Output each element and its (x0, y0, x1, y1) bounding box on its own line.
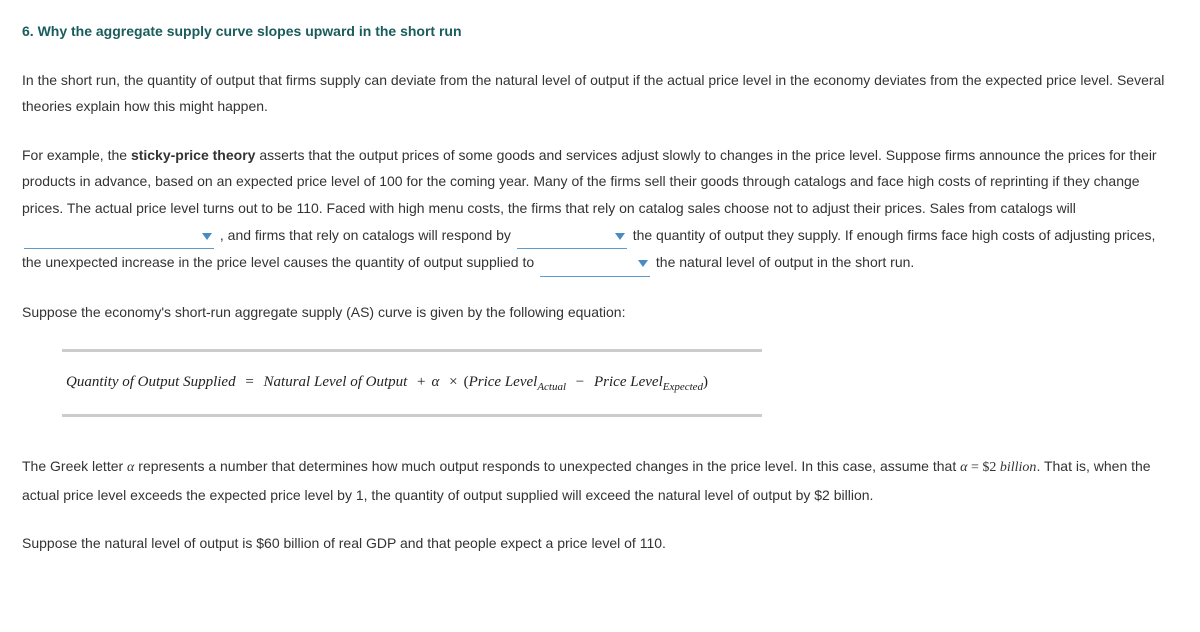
eq-sub-expected: Expected (663, 381, 703, 393)
dropdown-output-vs-natural[interactable] (540, 249, 650, 277)
eq-plus: + (411, 374, 431, 390)
eq-times: × (443, 374, 463, 390)
chevron-down-icon (615, 233, 625, 240)
dropdown-respond-by[interactable] (517, 222, 627, 250)
alpha-value: $2 (982, 460, 1000, 475)
eq-lhs: Quantity of Output Supplied (66, 374, 236, 390)
theory-name-bold: sticky-price theory (131, 147, 256, 163)
eq-natural: Natural Level of Output (264, 374, 408, 390)
eq-rparen: ) (703, 374, 708, 390)
text-segment: represents a number that determines how … (134, 458, 960, 474)
text-segment: the natural level of output in the short… (652, 254, 914, 270)
intro-paragraph: In the short run, the quantity of output… (22, 67, 1178, 120)
text-segment: The Greek letter (22, 458, 127, 474)
chevron-down-icon (638, 260, 648, 267)
equation-block: Quantity of Output Supplied = Natural Le… (62, 349, 762, 417)
text-segment: , and firms that rely on catalogs will r… (216, 227, 515, 243)
sras-equation: Quantity of Output Supplied = Natural Le… (62, 352, 762, 414)
question-title: 6. Why the aggregate supply curve slopes… (22, 18, 1178, 45)
dropdown-sales-effect[interactable] (24, 222, 214, 250)
sticky-price-paragraph: For example, the sticky-price theory ass… (22, 142, 1178, 277)
text-segment: For example, the (22, 147, 131, 163)
eq-minus: − (570, 374, 590, 390)
billion-word: billion (1000, 460, 1037, 475)
eq-price-level-actual: Price Level (469, 374, 538, 390)
eq-sign: = (967, 460, 982, 475)
chevron-down-icon (202, 233, 212, 240)
equation-rule-bottom (62, 414, 762, 417)
eq-alpha: α (432, 374, 440, 390)
suppose-paragraph: Suppose the natural level of output is $… (22, 530, 1178, 557)
alpha-paragraph: The Greek letter α represents a number t… (22, 453, 1178, 508)
eq-price-level-expected: Price Level (594, 374, 663, 390)
eq-equals: = (239, 374, 259, 390)
equation-intro-paragraph: Suppose the economy's short-run aggregat… (22, 299, 1178, 326)
eq-sub-actual: Actual (537, 381, 566, 393)
